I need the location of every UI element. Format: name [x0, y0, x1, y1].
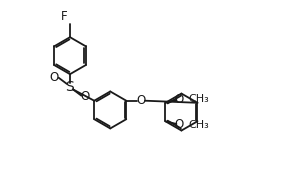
Text: F: F — [61, 10, 68, 23]
Text: CH₃: CH₃ — [188, 120, 209, 130]
Text: O: O — [174, 118, 184, 131]
Text: O: O — [50, 71, 59, 84]
Text: CH₃: CH₃ — [188, 94, 209, 104]
Text: O: O — [174, 93, 184, 106]
Text: O: O — [137, 94, 146, 107]
Text: O: O — [81, 90, 90, 103]
Text: S: S — [66, 80, 74, 94]
